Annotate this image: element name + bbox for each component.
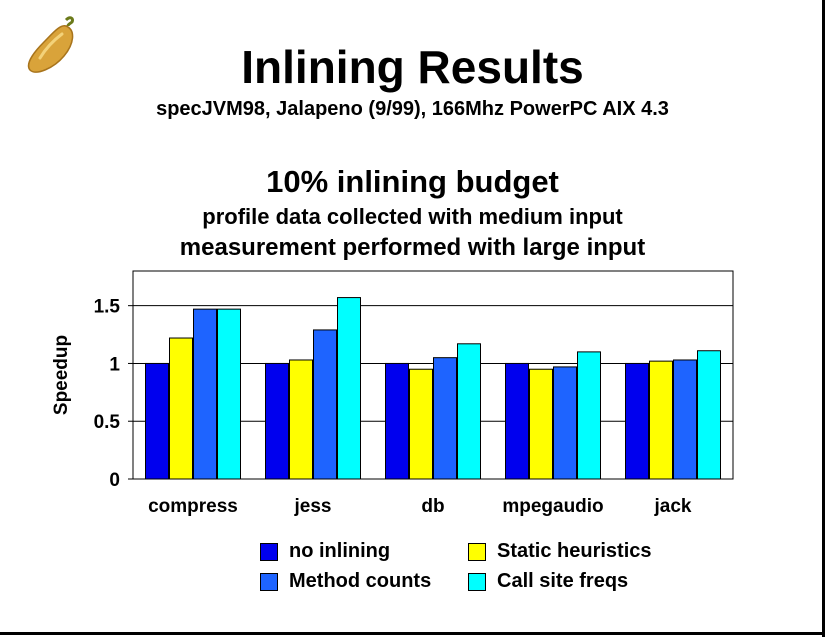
legend-label: Static heuristics <box>497 540 652 562</box>
bar-mpegaudio-1 <box>529 368 553 480</box>
slide-border-right <box>822 0 825 637</box>
y-tick-label: 1.5 <box>94 297 121 318</box>
bar-jack-3 <box>697 350 721 480</box>
bar-jess-0 <box>265 362 289 480</box>
legend-item: Static heuristics <box>468 540 652 563</box>
legend-item: Call site freqs <box>468 570 628 593</box>
x-tick-label: mpegaudio <box>502 496 603 517</box>
y-tick-label: 1 <box>109 354 120 375</box>
bar-jack-1 <box>649 360 673 480</box>
y-tick-label: 0.5 <box>94 412 121 433</box>
bar-mpegaudio-2 <box>553 366 577 480</box>
legend-label: Call site freqs <box>497 570 629 592</box>
bar-compress-0 <box>145 362 169 480</box>
bar-db-3 <box>457 343 481 480</box>
chart-legend: no inlining Static heuristics Method count… <box>260 540 660 610</box>
x-tick-label: db <box>421 496 444 517</box>
bar-jess-3 <box>337 297 361 480</box>
chart-note-profile: profile data collected with medium input <box>202 204 623 229</box>
y-axis-label: Speedup <box>51 335 72 415</box>
bar-jack-0 <box>625 362 649 480</box>
bar-jess-1 <box>289 359 313 480</box>
bar-mpegaudio-0 <box>505 362 529 480</box>
bar-compress-3 <box>217 308 241 480</box>
bar-db-2 <box>433 357 457 480</box>
bar-mpegaudio-3 <box>577 351 601 480</box>
bar-compress-1 <box>169 337 193 480</box>
legend-item: Method counts <box>260 570 431 593</box>
y-tick-label: 0 <box>109 470 120 491</box>
legend-label: Method counts <box>289 570 432 592</box>
slide-title: Inlining Results <box>241 41 584 93</box>
x-tick-label: jess <box>294 496 332 517</box>
slide-border-bottom <box>0 632 825 635</box>
chart-heading: 10% inlining budget <box>266 164 559 199</box>
x-tick-label: compress <box>148 496 238 517</box>
x-tick-label: jack <box>654 496 692 517</box>
legend-swatch <box>260 542 278 561</box>
legend-swatch <box>468 572 486 591</box>
legend-item: no inlining <box>260 540 390 563</box>
bar-jack-2 <box>673 359 697 480</box>
chart-note-measurement: measurement performed with large input <box>179 234 646 261</box>
legend-label: no inlining <box>289 540 391 562</box>
slide-subtitle: specJVM98, Jalapeno (9/99), 166Mhz Power… <box>156 98 669 120</box>
bar-db-1 <box>409 368 433 480</box>
bar-jess-2 <box>313 329 337 480</box>
legend-swatch <box>260 572 278 591</box>
bar-compress-2 <box>193 308 217 480</box>
legend-swatch <box>468 542 486 561</box>
bar-db-0 <box>385 362 409 480</box>
jalapeno-pepper-icon <box>27 16 74 73</box>
